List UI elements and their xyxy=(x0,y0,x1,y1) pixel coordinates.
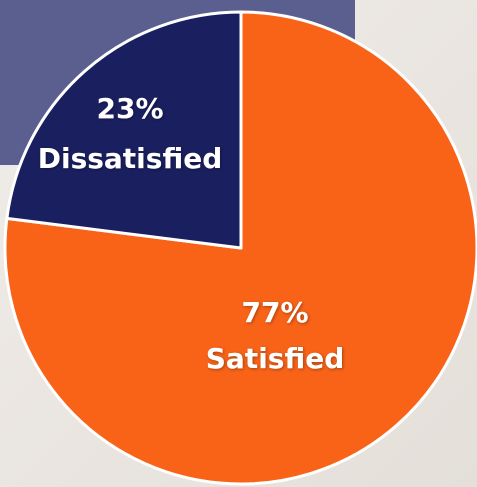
pie xyxy=(3,10,477,486)
category-label: Satisfied xyxy=(206,342,345,375)
category-label: Dissatisfied xyxy=(38,142,223,175)
value-label: 77% xyxy=(241,296,308,329)
pie-slice xyxy=(5,10,243,250)
pie-labels: 77% Satisfied 23% Dissatisfied xyxy=(38,92,345,375)
value-label: 23% xyxy=(96,92,163,125)
